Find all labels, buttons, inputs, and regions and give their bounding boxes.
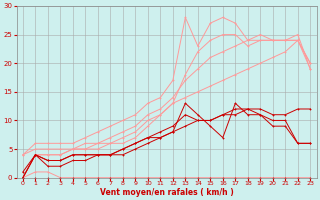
X-axis label: Vent moyen/en rafales ( km/h ): Vent moyen/en rafales ( km/h ) [100,188,234,197]
